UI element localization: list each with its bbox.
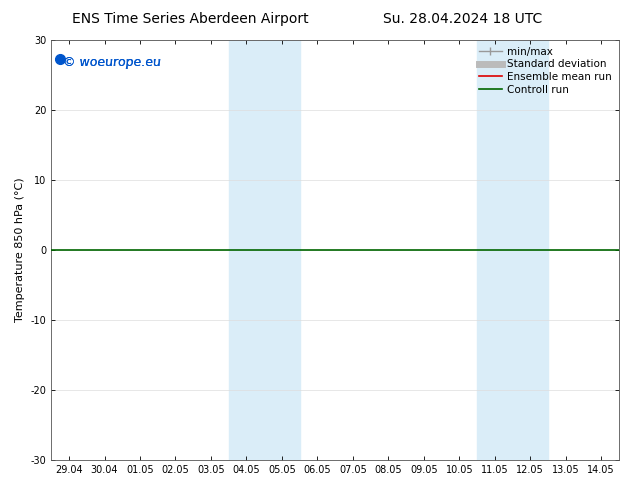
Bar [477,40,548,460]
Legend: min/max, Standard deviation, Ensemble mean run, Controll run: min/max, Standard deviation, Ensemble me… [477,45,614,97]
Text: © woeurope.eu: © woeurope.eu [63,56,160,70]
Text: ENS Time Series Aberdeen Airport: ENS Time Series Aberdeen Airport [72,12,309,26]
Text: Su. 28.04.2024 18 UTC: Su. 28.04.2024 18 UTC [383,12,543,26]
Text: © woeurope.eu: © woeurope.eu [63,56,161,70]
Bar [229,40,300,460]
Y-axis label: Temperature 850 hPa (°C): Temperature 850 hPa (°C) [15,177,25,322]
